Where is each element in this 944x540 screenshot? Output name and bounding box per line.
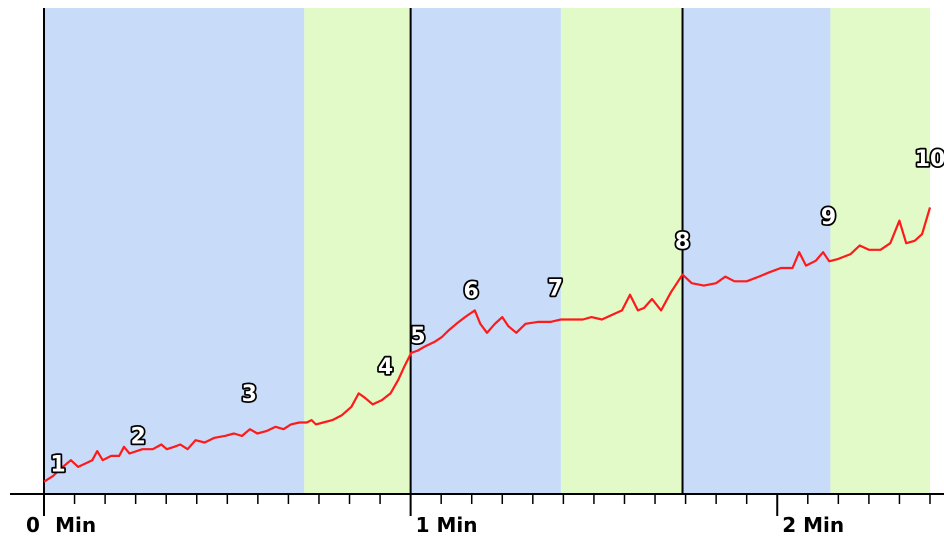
annotation-label-2: 2 — [130, 424, 145, 449]
annotation-label-3: 3 — [242, 382, 257, 407]
band-3 — [560, 8, 683, 494]
annotation-label-9: 9 — [821, 205, 836, 230]
x-axis: 0 Min 1 Min 2 Min — [10, 493, 944, 537]
minute-divider-lines — [43, 8, 684, 494]
band-4 — [682, 8, 831, 494]
annotation-label-4: 4 — [378, 355, 393, 380]
x-tick-label-0: 0 — [26, 513, 40, 537]
series-layer — [43, 207, 932, 483]
band-1 — [304, 8, 411, 494]
annotation-label-10: 10 — [915, 147, 944, 172]
annotation-label-7: 7 — [548, 277, 563, 302]
annotation-label-5: 5 — [410, 324, 425, 349]
annotation-label-8: 8 — [675, 229, 690, 254]
annotation-label-1: 1 — [50, 453, 65, 478]
series-line-0 — [43, 207, 932, 483]
background-bands — [44, 8, 930, 494]
x-tick-label-1: Min — [55, 513, 96, 537]
band-2 — [410, 8, 561, 494]
x-tick-label-2: 1 Min — [416, 513, 478, 537]
band-5 — [830, 8, 930, 494]
annotation-labels: 1 2 3 45 6 7 8 9 10 — [49, 145, 944, 479]
x-tick-label-3: 2 Min — [782, 513, 844, 537]
annotation-label-6: 6 — [463, 279, 478, 304]
band-0 — [44, 8, 305, 494]
